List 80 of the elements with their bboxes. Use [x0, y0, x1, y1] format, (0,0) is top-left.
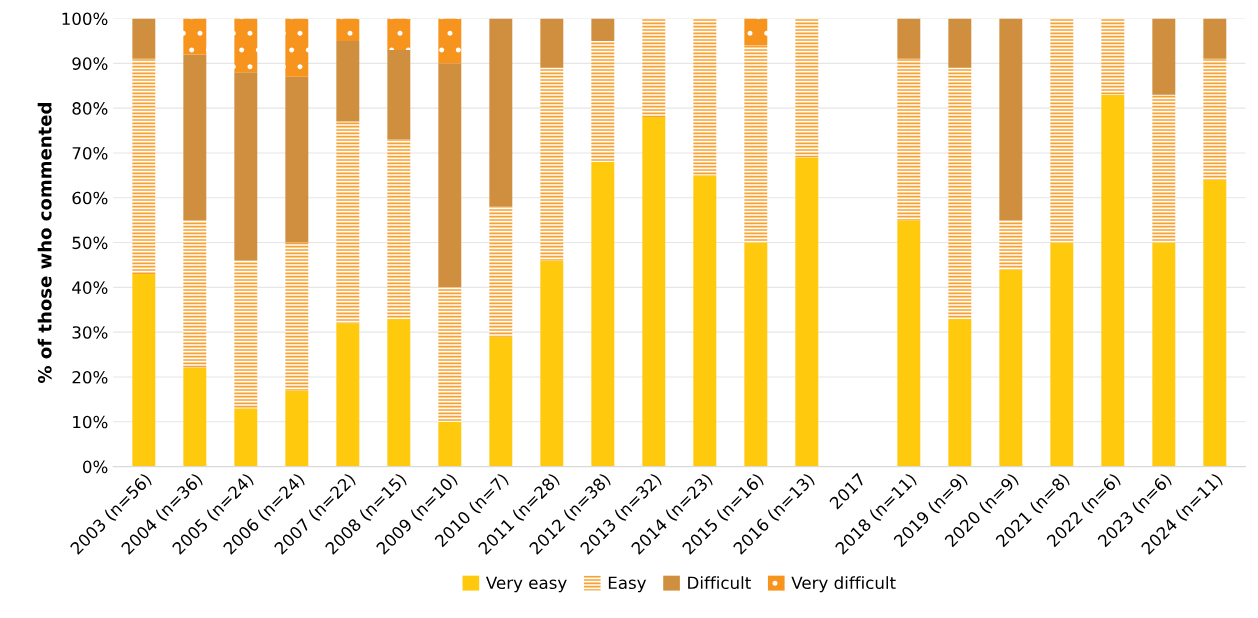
bar [642, 18, 666, 118]
bar [1101, 18, 1125, 95]
bar [183, 18, 207, 55]
bar [948, 67, 972, 319]
bar [744, 242, 768, 467]
bar [336, 121, 360, 324]
y-axis-title: % of those who commented [37, 103, 52, 383]
bar [489, 18, 513, 207]
legend-label: Very difficult [791, 576, 896, 593]
bar [999, 18, 1023, 221]
bar [948, 18, 972, 68]
legend-label: Easy [608, 576, 647, 593]
bar [489, 206, 513, 337]
y-tick-label: 80% [72, 102, 108, 115]
bar [132, 273, 156, 467]
bar [540, 67, 564, 261]
bar [387, 49, 411, 140]
legend-label: Very easy [485, 576, 567, 593]
y-tick-label: 0% [83, 460, 108, 474]
bar [693, 175, 717, 467]
bar [489, 336, 513, 467]
bar [948, 318, 972, 467]
bar [591, 161, 615, 467]
bar [1203, 179, 1227, 467]
bar [744, 45, 768, 243]
y-tick-label: 100% [62, 12, 108, 26]
bar [285, 242, 309, 391]
bar [132, 18, 156, 59]
bar [1101, 94, 1125, 467]
bar [234, 72, 258, 261]
y-tick-label: 50% [72, 236, 108, 250]
bar [795, 18, 819, 158]
y-tick-label: 40% [72, 281, 108, 294]
y-tick-label: 70% [72, 146, 108, 160]
bar [183, 54, 207, 221]
bar [285, 76, 309, 243]
bar [336, 40, 360, 122]
bar [438, 18, 462, 64]
bar [540, 18, 564, 68]
bar [387, 318, 411, 467]
bar [1203, 58, 1227, 180]
bar [387, 139, 411, 319]
bar [234, 18, 258, 73]
bar [438, 287, 462, 422]
bar [1050, 18, 1074, 243]
bar [693, 18, 717, 176]
y-tick-label: 90% [72, 57, 108, 70]
y-tick-label: 20% [72, 370, 108, 384]
bar [336, 323, 360, 467]
bar [285, 18, 309, 77]
bar [999, 269, 1023, 467]
bar [183, 220, 207, 369]
bar [336, 18, 360, 41]
bar [744, 18, 768, 46]
bar [897, 220, 921, 467]
bar [234, 408, 258, 467]
bar [1203, 18, 1227, 59]
bar [438, 421, 462, 467]
bar [540, 260, 564, 467]
y-tick-label: 30% [72, 326, 108, 339]
bar [591, 40, 615, 162]
bar [591, 18, 615, 41]
bar [438, 63, 462, 288]
legend-label: Difficult [688, 576, 751, 590]
bar [183, 368, 207, 467]
bar [1152, 242, 1176, 467]
bar [999, 220, 1023, 270]
bar [1050, 242, 1074, 467]
y-tick-label: 60% [72, 191, 108, 205]
y-tick-label: 10% [73, 415, 108, 429]
bar [642, 117, 666, 467]
bar [897, 58, 921, 221]
bar [795, 157, 819, 467]
bar [1152, 94, 1176, 243]
bar [1152, 18, 1176, 95]
bar [234, 260, 258, 409]
bar [387, 18, 411, 50]
bar [897, 18, 921, 59]
bar [285, 390, 309, 467]
bar [132, 58, 156, 274]
